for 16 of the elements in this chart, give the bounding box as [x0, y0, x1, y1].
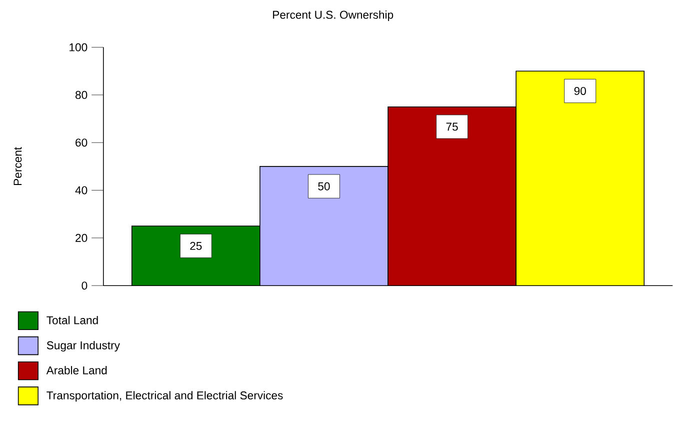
- data-label: 90: [574, 86, 586, 95]
- legend-label: Arable Land: [46, 366, 107, 374]
- y-tick-label: 80: [76, 90, 88, 99]
- y-tick-label: 20: [76, 234, 88, 242]
- legend-label: Transportation, Electrical and Electrial Services: [46, 391, 283, 402]
- data-label: 75: [446, 122, 458, 131]
- y-tick-label: 60: [76, 138, 88, 146]
- y-tick-label: 40: [75, 186, 88, 194]
- legend-label: Sugar Industry: [46, 340, 120, 352]
- legend-label: Total Land: [46, 316, 98, 324]
- y-tick-label: 100: [70, 43, 88, 52]
- data-label: 50: [318, 182, 330, 190]
- data-label: 25: [190, 242, 202, 250]
- y-axis-title: Percent: [14, 146, 22, 185]
- chart-title: Percent U.S. Ownership: [273, 10, 394, 21]
- y-tick-label: 0: [82, 281, 88, 290]
